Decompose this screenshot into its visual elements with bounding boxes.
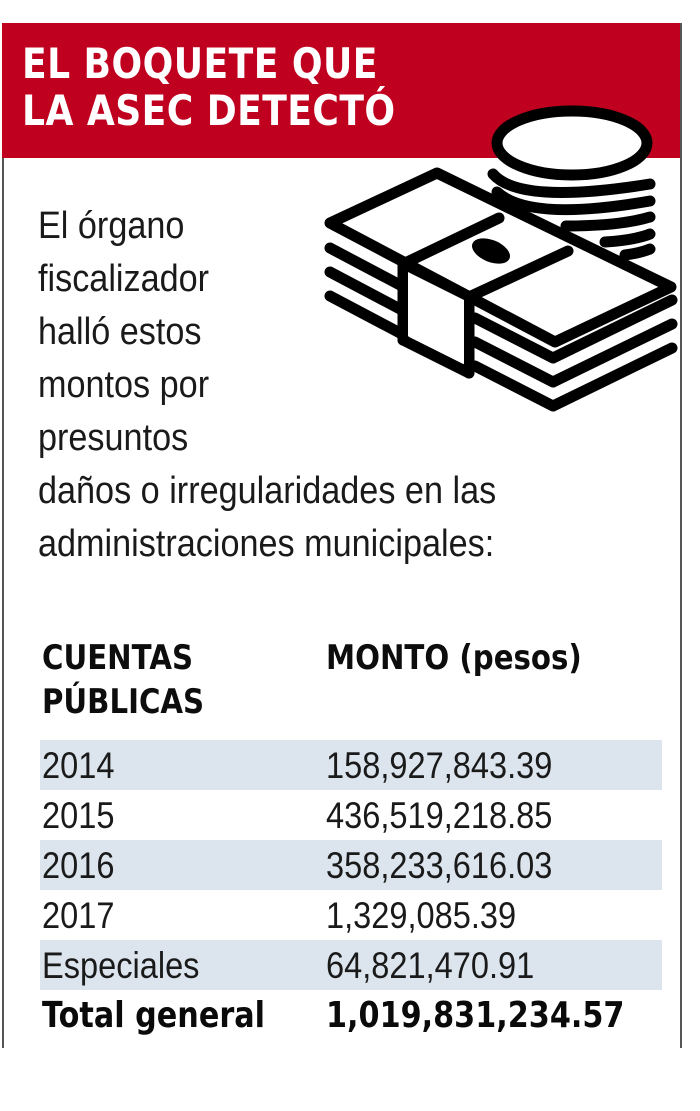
cuenta-cell: 2016: [42, 845, 115, 886]
total-amount: 1,019,831,234.57: [326, 995, 625, 1036]
monto-cell: 158,927,843.39: [326, 745, 553, 786]
intro-line: fiscalizador: [38, 258, 210, 300]
intro-line: montos por: [38, 364, 210, 406]
intro-line: presuntos: [38, 417, 189, 459]
monto-cell: 64,821,470.91: [326, 945, 535, 986]
header-text: PÚBLICAS: [42, 682, 205, 722]
infographic-frame: [2, 23, 682, 1048]
total-row: Total general 1,019,831,234.57: [40, 990, 662, 1040]
table-row: 2015 436,519,218.85: [40, 790, 662, 840]
cuenta-cell: 2017: [42, 895, 115, 936]
monto-cell: 1,329,085.39: [326, 895, 517, 936]
header-monto: MONTO (pesos): [326, 636, 582, 680]
amounts-table: CUENTAS PÚBLICAS MONTO (pesos) 2014 158,…: [40, 632, 662, 1040]
monto-cell: 436,519,218.85: [326, 795, 553, 836]
money-stack-coins-icon: [324, 105, 678, 412]
cuenta-cell: 2015: [42, 795, 115, 836]
intro-line: El órgano: [38, 205, 185, 247]
table-row: 2017 1,329,085.39: [40, 890, 662, 940]
cuenta-cell: Especiales: [42, 945, 200, 986]
intro-paragraph: El órgano fiscalizador halló estos monto…: [38, 200, 596, 571]
intro-line: halló estos: [38, 311, 202, 353]
title-line-1: EL BOQUETE QUE: [22, 39, 378, 88]
table-header: CUENTAS PÚBLICAS MONTO (pesos): [40, 632, 662, 740]
intro-line: administraciones municipales:: [38, 523, 495, 565]
header-text: CUENTAS: [42, 638, 194, 678]
infographic-title: EL BOQUETE QUE LA ASEC DETECTÓ: [22, 40, 396, 134]
table-row: Especiales 64,821,470.91: [40, 940, 662, 990]
table-row: 2016 358,233,616.03: [40, 840, 662, 890]
header-text: MONTO (pesos): [326, 638, 582, 678]
monto-cell: 358,233,616.03: [326, 845, 553, 886]
total-label: Total general: [42, 995, 266, 1036]
table-row: 2014 158,927,843.39: [40, 740, 662, 790]
header-cuentas-publicas: CUENTAS PÚBLICAS: [42, 636, 204, 724]
cuenta-cell: 2014: [42, 745, 115, 786]
title-line-2: LA ASEC DETECTÓ: [22, 86, 396, 135]
intro-line: daños o irregularidades en las: [38, 470, 497, 512]
